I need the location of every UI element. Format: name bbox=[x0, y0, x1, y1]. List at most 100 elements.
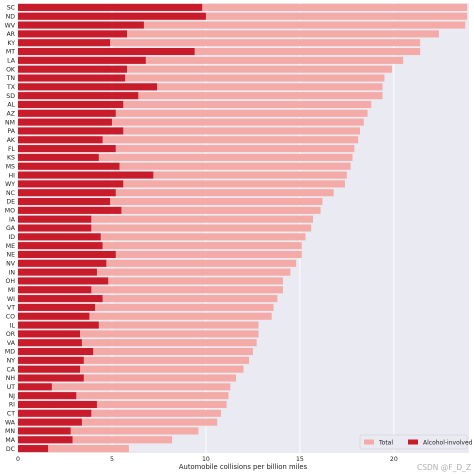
y-tick-nj: NJ bbox=[9, 393, 16, 400]
bar-total-tx bbox=[18, 83, 383, 91]
bar-total-nv bbox=[18, 259, 297, 267]
watermark: CSDN @F_D_Z bbox=[417, 463, 471, 472]
bar-total-vt bbox=[18, 303, 274, 311]
y-tick-wv: WV bbox=[5, 22, 16, 29]
bar-alcohol-mi bbox=[18, 286, 92, 294]
bar-alcohol-mn bbox=[18, 427, 71, 435]
bar-total-mi bbox=[18, 286, 283, 294]
bar-total-tn bbox=[18, 74, 385, 82]
bar-alcohol-tx bbox=[18, 83, 158, 91]
bar-total-va bbox=[18, 339, 257, 347]
x-axis-label: Automobile collisions per billion miles bbox=[179, 463, 308, 471]
y-tick-sd: SD bbox=[6, 93, 15, 100]
bar-total-wi bbox=[18, 295, 278, 303]
bar-total-sc bbox=[18, 3, 468, 11]
bar-total-de bbox=[18, 198, 323, 206]
bar-total-ct bbox=[18, 409, 221, 417]
bar-alcohol-ga bbox=[18, 224, 92, 232]
y-tick-tx: TX bbox=[6, 84, 16, 91]
bar-total-ok bbox=[18, 65, 392, 73]
bar-alcohol-ma bbox=[18, 436, 73, 444]
y-tick-mo: MO bbox=[5, 208, 15, 215]
y-tick-ga: GA bbox=[6, 225, 16, 232]
bar-alcohol-ky bbox=[18, 39, 111, 47]
x-tick-labels: 0 5 10 15 20 bbox=[16, 456, 398, 463]
y-tick-il: IL bbox=[10, 322, 16, 329]
bar-total-la bbox=[18, 56, 404, 64]
y-tick-al: AL bbox=[7, 102, 15, 109]
y-tick-nm: NM bbox=[5, 119, 15, 126]
y-tick-wy: WY bbox=[5, 181, 15, 188]
bar-total-id bbox=[18, 233, 306, 241]
x-tick-15: 15 bbox=[296, 456, 304, 463]
bar-alcohol-ak bbox=[18, 136, 103, 144]
y-tick-or: OR bbox=[6, 331, 16, 338]
bar-total-ma bbox=[18, 436, 173, 444]
bar-alcohol-ar bbox=[18, 30, 127, 38]
bar-alcohol-wy bbox=[18, 180, 124, 188]
y-tick-ut: UT bbox=[7, 384, 16, 391]
bar-alcohol-nd bbox=[18, 12, 206, 20]
bar-total-wy bbox=[18, 180, 345, 188]
bar-total-az bbox=[18, 109, 368, 117]
bar-alcohol-tn bbox=[18, 74, 126, 82]
y-tick-md: MD bbox=[5, 349, 15, 356]
y-tick-ar: AR bbox=[6, 31, 15, 38]
bar-alcohol-az bbox=[18, 109, 116, 117]
y-tick-me: ME bbox=[6, 243, 15, 250]
bar-total-pa bbox=[18, 127, 361, 135]
bar-alcohol-wa bbox=[18, 418, 82, 426]
y-tick-co: CO bbox=[6, 313, 15, 320]
y-tick-ca: CA bbox=[6, 366, 15, 373]
bar-alcohol-mt bbox=[18, 48, 195, 56]
y-tick-id: ID bbox=[8, 234, 15, 241]
bar-total-oh bbox=[18, 277, 283, 285]
bar-alcohol-nc bbox=[18, 189, 116, 197]
bar-total-dc bbox=[18, 445, 129, 453]
bar-alcohol-vt bbox=[18, 303, 96, 311]
bar-total-ri bbox=[18, 400, 227, 408]
y-tick-mi: MI bbox=[8, 287, 15, 294]
bar-alcohol-sc bbox=[18, 3, 203, 11]
bar-alcohol-ne bbox=[18, 250, 116, 258]
bar-alcohol-mo bbox=[18, 206, 122, 214]
y-tick-sc: SC bbox=[7, 5, 15, 12]
x-tick-10: 10 bbox=[202, 456, 210, 463]
bar-total-ak bbox=[18, 136, 359, 144]
bar-alcohol-hi bbox=[18, 171, 154, 179]
y-tick-de: DE bbox=[6, 199, 15, 206]
bar-total-co bbox=[18, 312, 272, 320]
bar-total-me bbox=[18, 242, 302, 250]
y-tick-wa: WA bbox=[5, 419, 16, 426]
y-tick-ma: MA bbox=[5, 437, 15, 444]
bar-alcohol-md bbox=[18, 348, 94, 356]
bar-alcohol-wv bbox=[18, 21, 144, 29]
bar-alcohol-fl bbox=[18, 145, 116, 153]
x-tick-20: 20 bbox=[390, 456, 398, 463]
x-tick-5: 5 bbox=[110, 456, 114, 463]
bar-total-mo bbox=[18, 206, 321, 214]
total-bars bbox=[18, 3, 468, 453]
y-tick-ok: OK bbox=[6, 66, 16, 73]
bar-total-ar bbox=[18, 30, 439, 38]
bar-total-ne bbox=[18, 250, 302, 258]
y-tick-dc: DC bbox=[6, 446, 15, 453]
bar-total-ks bbox=[18, 153, 353, 161]
bar-total-ca bbox=[18, 365, 244, 373]
bar-total-al bbox=[18, 100, 372, 108]
y-tick-mn: MN bbox=[5, 428, 15, 435]
bar-total-il bbox=[18, 321, 259, 329]
y-tick-tn: TN bbox=[6, 75, 16, 82]
bar-total-nm bbox=[18, 118, 364, 126]
y-tick-wi: WI bbox=[7, 296, 15, 303]
legend-label-total: Total bbox=[378, 440, 393, 447]
bar-alcohol-ny bbox=[18, 356, 84, 364]
y-tick-ct: CT bbox=[7, 410, 15, 417]
bar-total-in bbox=[18, 268, 291, 276]
bar-alcohol-nv bbox=[18, 259, 107, 267]
bar-total-ky bbox=[18, 39, 421, 47]
y-tick-nd: ND bbox=[6, 13, 16, 20]
y-tick-in: IN bbox=[9, 269, 16, 276]
bar-total-mn bbox=[18, 427, 199, 435]
bar-alcohol-me bbox=[18, 242, 103, 250]
